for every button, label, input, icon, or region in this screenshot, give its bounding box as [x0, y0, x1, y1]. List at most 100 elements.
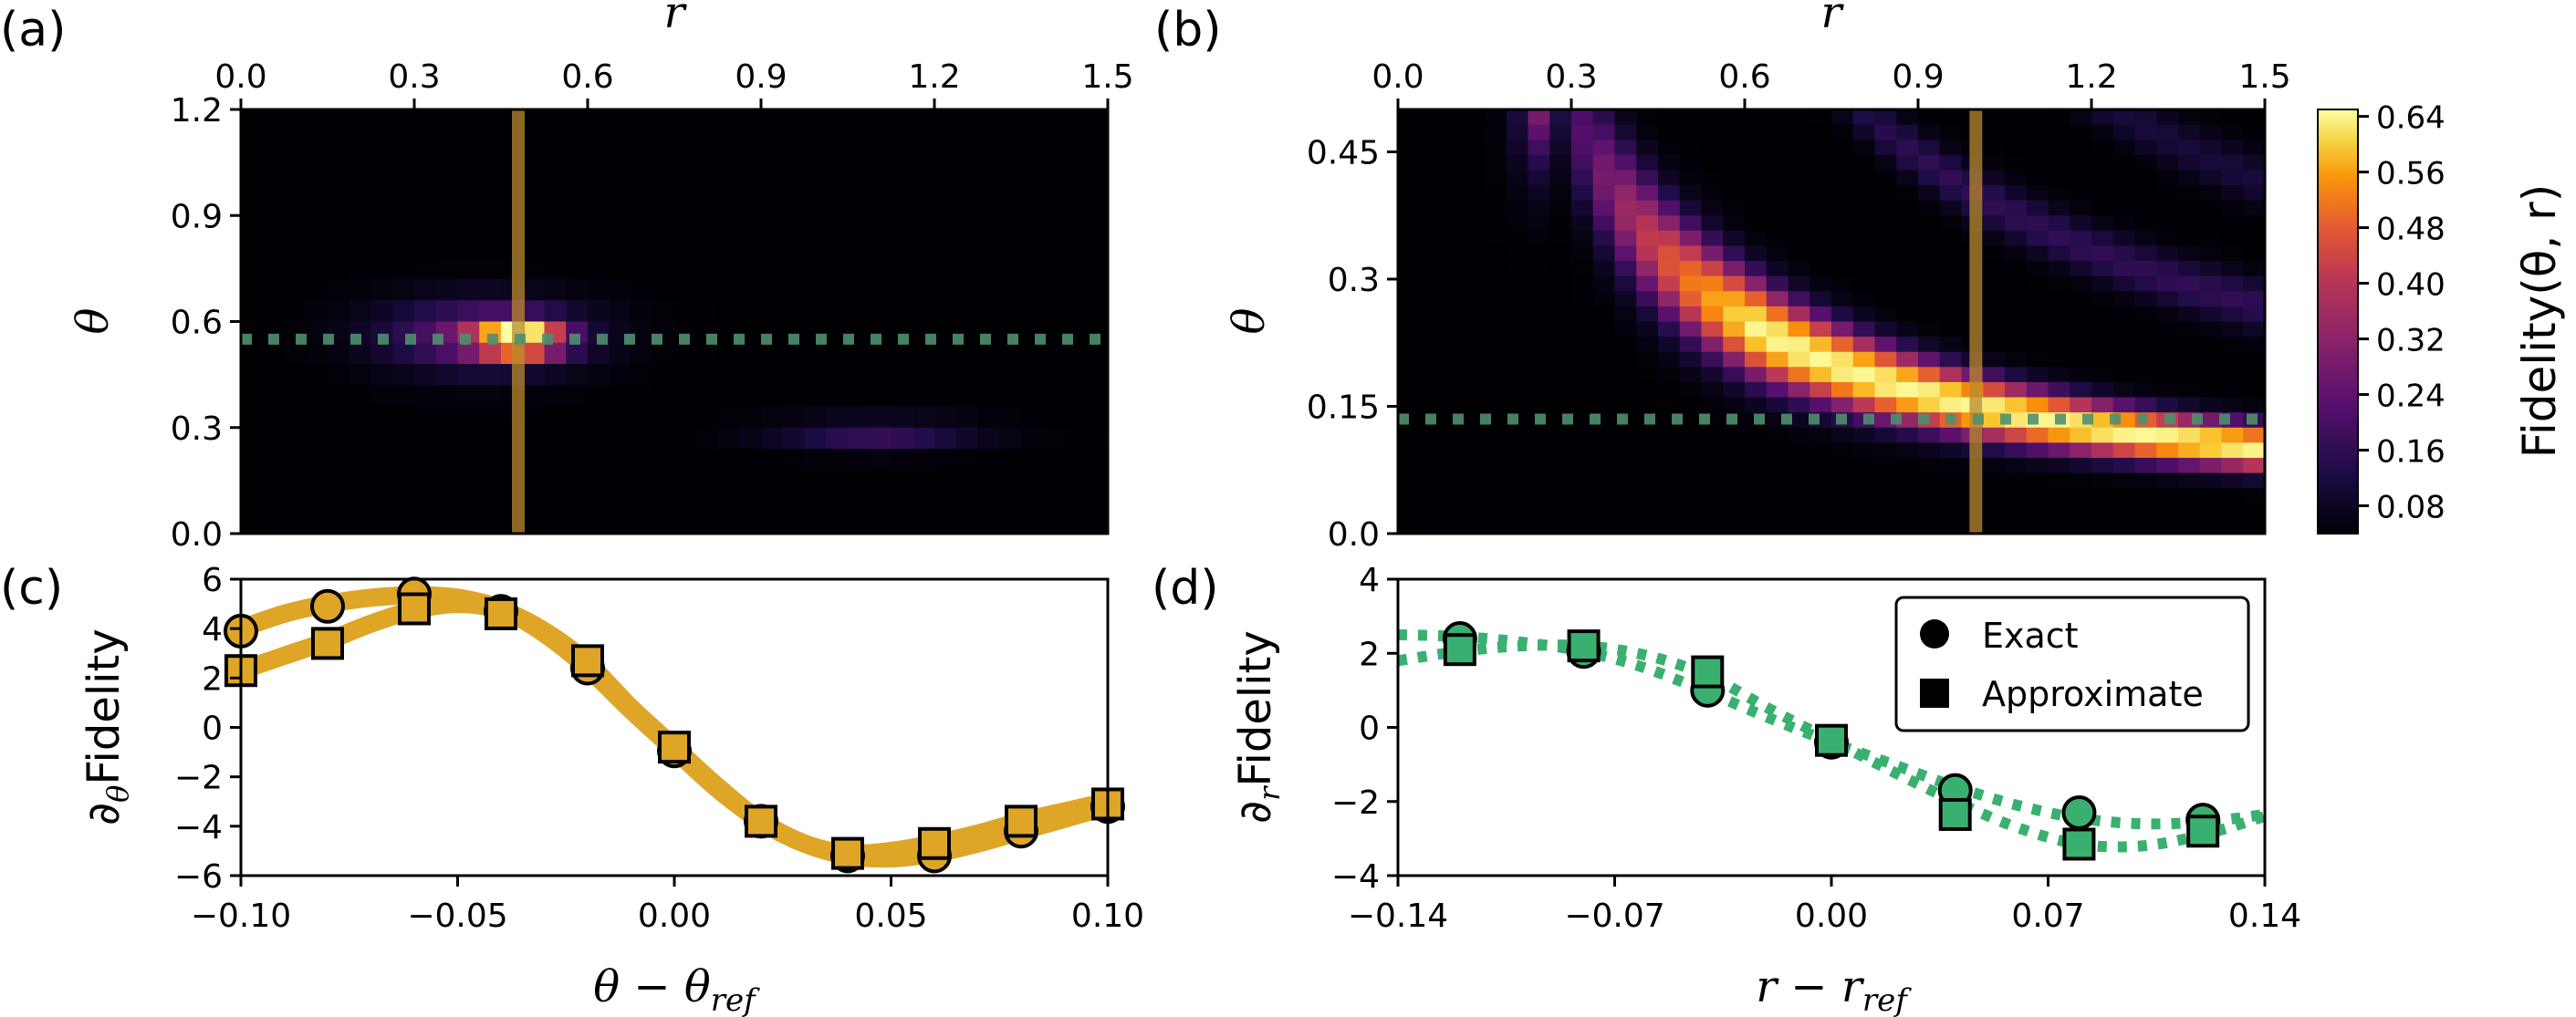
- heatmap-b-cell: [1592, 170, 1616, 186]
- heatmap-a-cell: [674, 385, 697, 408]
- heatmap-b-cell: [1463, 381, 1486, 399]
- heatmap-a-cell: [370, 215, 393, 238]
- heatmap-b-cell: [1441, 503, 1464, 519]
- heatmap-a-cell: [739, 427, 762, 450]
- heatmap-a-cell: [1086, 449, 1108, 471]
- heatmap-b-cell: [1658, 442, 1681, 459]
- heatmap-a-cell: [717, 236, 740, 259]
- heatmap-b-cell: [2048, 397, 2070, 413]
- heatmap-b-cell: [2156, 306, 2179, 323]
- heatmap-a-cell: [1021, 109, 1044, 131]
- heatmap-b-cell: [1745, 472, 1768, 489]
- heatmap-b-cell: [1506, 215, 1529, 232]
- heatmap-b-cell: [1614, 275, 1637, 292]
- y-tick-label: −2: [1331, 784, 1380, 822]
- heatmap-a-cell: [522, 279, 546, 301]
- heatmap-b-cell: [2070, 351, 2092, 368]
- heatmap-a-cell: [306, 470, 329, 493]
- heatmap-a-cell: [739, 236, 762, 259]
- heatmap-b-cell: [1549, 321, 1572, 337]
- heatmap-b-cell: [1874, 215, 1897, 232]
- heatmap-a-cell: [241, 449, 264, 471]
- heatmap-b-cell: [2112, 337, 2136, 353]
- heatmap-b-cell: [1701, 275, 1724, 292]
- heatmap-b-cell: [1788, 200, 1810, 216]
- heatmap-b-cell: [2134, 275, 2157, 292]
- heatmap-a-cell: [848, 449, 871, 471]
- heatmap-b-cell: [1939, 518, 1963, 534]
- heatmap-b-cell: [1896, 200, 1919, 216]
- heatmap-b-cell: [2199, 185, 2223, 202]
- heatmap-a-cell: [913, 194, 935, 216]
- heatmap-b-cell: [2178, 367, 2201, 383]
- heatmap-a-cell: [349, 427, 372, 450]
- heatmap-b-cell: [1896, 337, 1919, 353]
- heatmap-a-cell: [695, 109, 719, 131]
- heatmap-b-cell: [1679, 472, 1703, 489]
- heatmap-b-cell: [2048, 261, 2070, 277]
- x-tick-label: 0.10: [1071, 898, 1144, 935]
- heatmap-b-cell: [1788, 140, 1810, 156]
- heatmap-b-cell: [2026, 245, 2049, 262]
- heatmap-a-cell: [328, 491, 350, 514]
- heatmap-b-cell: [2026, 321, 2049, 337]
- heatmap-b-cell: [2048, 488, 2070, 504]
- heatmap-b-cell: [1614, 261, 1637, 277]
- heatmap-b-cell: [1745, 185, 1768, 202]
- heatmap-b-cell: [1983, 412, 2006, 429]
- heatmap-a-cell: [284, 151, 307, 174]
- heatmap-b-cell: [2005, 170, 2028, 186]
- heatmap-b-cell: [1939, 261, 1963, 277]
- heatmap-b-cell: [2091, 124, 2114, 140]
- heatmap-b-cell: [1592, 140, 1616, 156]
- heatmap-a-cell: [241, 512, 264, 534]
- heatmap-b-cell: [2091, 245, 2114, 262]
- heatmap-b-cell: [1745, 124, 1768, 140]
- heatmap-b-cell: [2091, 457, 2114, 474]
- heatmap-a-cell: [999, 512, 1022, 534]
- heatmap-b-cell: [1983, 170, 2006, 186]
- heatmap-a-cell: [588, 512, 610, 534]
- heatmap-a-cell: [848, 172, 871, 195]
- heatmap-a-cell: [869, 109, 892, 131]
- heatmap-a-cell: [435, 279, 459, 301]
- heatmap-b-cell: [1614, 306, 1637, 323]
- heatmap-a-cell: [913, 427, 935, 450]
- heatmap-a-cell: [1086, 491, 1108, 514]
- heatmap-b-cell: [1852, 154, 1876, 171]
- heatmap-b-cell: [2178, 337, 2201, 353]
- panel-label-c: (c): [0, 561, 63, 616]
- heatmap-b-cell: [1528, 397, 1550, 413]
- heatmap-b-cell: [2005, 306, 2028, 323]
- heatmap-b-cell: [2156, 442, 2179, 459]
- heatmap-a-cell: [435, 109, 459, 131]
- heatmap-b-cell: [2134, 245, 2157, 262]
- heatmap-b-cell: [2199, 321, 2223, 337]
- heatmap-b-cell: [1679, 261, 1703, 277]
- heatmap-b-cell: [2243, 215, 2265, 232]
- heatmap-b-cell: [1441, 351, 1464, 368]
- heatmap-b-cell: [1658, 488, 1681, 504]
- heatmap-b-cell: [2091, 154, 2114, 171]
- heatmap-a-cell: [913, 215, 935, 238]
- heatmap-b-cell: [1701, 170, 1724, 186]
- heatmap-b-cell: [1788, 412, 1810, 429]
- heatmap-b-cell: [2199, 472, 2223, 489]
- heatmap-b-cell: [1831, 245, 1854, 262]
- heatmap-a-cell: [1042, 321, 1066, 344]
- heatmap-b-cell: [1658, 351, 1681, 368]
- heatmap-a-cell: [717, 300, 740, 323]
- heatmap-a-cell: [869, 215, 892, 238]
- heatmap-b-cell: [2026, 457, 2049, 474]
- heatmap-a-cell: [241, 300, 264, 323]
- heatmap-a-cell: [284, 512, 307, 534]
- heatmap-b-cell: [1679, 230, 1703, 247]
- heatmap-b-cell: [1614, 381, 1637, 399]
- heatmap-b-cell: [1745, 154, 1768, 171]
- heatmap-a-cell: [414, 151, 437, 174]
- heatmap-a-cell: [479, 151, 502, 174]
- heatmap-b-cell: [2156, 124, 2179, 140]
- heatmap-b-cell: [2112, 321, 2136, 337]
- heatmap-b-cell: [2070, 442, 2092, 459]
- heatmap-a-cell: [826, 236, 849, 259]
